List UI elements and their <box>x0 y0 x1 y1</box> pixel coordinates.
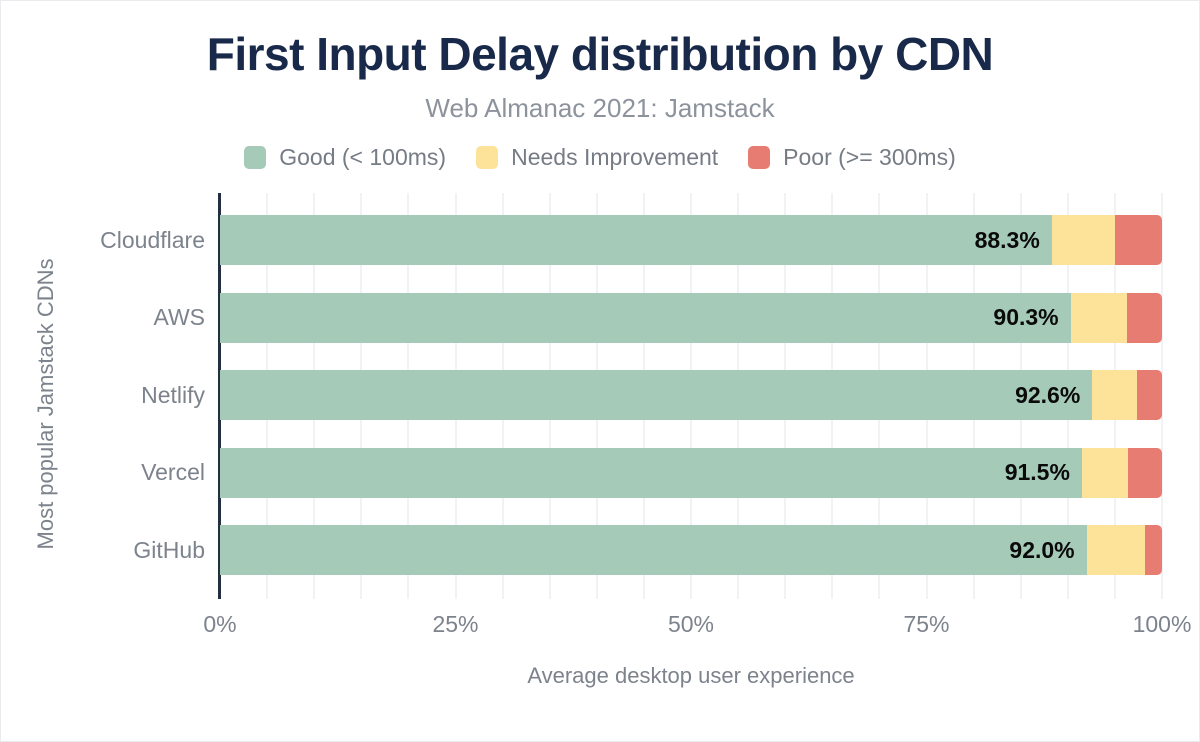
bar-row-github: GitHub 92.0% <box>1 525 1162 575</box>
stacked-bar: 92.0% <box>220 525 1162 575</box>
x-tick-label: 50% <box>667 611 715 637</box>
stacked-bar: 90.3% <box>220 292 1162 343</box>
x-tick-label: 25% <box>432 611 479 637</box>
stacked-bar: 91.5% <box>220 447 1162 498</box>
chart-title: First Input Delay distribution by CDN <box>206 28 994 80</box>
stacked-bar: 88.3% <box>220 215 1162 265</box>
legend: Good (< 100ms) Needs Improvement Poor (>… <box>1 144 1199 171</box>
legend-label-needs-improvement: Needs Improvement <box>511 144 719 170</box>
bar-segment-poor <box>1127 292 1162 343</box>
legend-label-good: Good (< 100ms) <box>279 144 447 170</box>
bar-row-cloudflare: Cloudflare 88.3% <box>1 215 1162 265</box>
bar-segment-needs-improvement <box>1092 370 1138 420</box>
bar-row-vercel: Vercel 91.5% <box>1 447 1162 498</box>
bar-segment-needs-improvement <box>1081 447 1129 498</box>
bar-segment-poor <box>1114 215 1162 265</box>
bar-segment-good: 91.5% <box>220 447 1082 498</box>
category-label: AWS <box>153 304 205 330</box>
category-label: GitHub <box>133 536 205 563</box>
bar-row-aws: AWS 90.3% <box>1 292 1162 343</box>
y-axis-line <box>218 193 221 599</box>
x-tick-label: 100% <box>1132 611 1192 637</box>
bar-value-label: 90.3% <box>993 304 1059 330</box>
bar-segment-needs-improvement <box>1051 215 1115 265</box>
bar-segment-poor <box>1137 370 1162 420</box>
y-axis-title: Most popular Jamstack CDNs <box>33 258 58 550</box>
bar-segment-good: 88.3% <box>220 215 1052 265</box>
bar-segment-poor <box>1128 447 1162 498</box>
x-tick-label: 0% <box>203 611 237 637</box>
bar-value-label: 91.5% <box>1004 459 1070 485</box>
plot-area: Cloudflare 88.3% AWS 90.3% Netlify 92.6% Verce… <box>1 193 1199 599</box>
category-label: Vercel <box>141 459 205 485</box>
gridline <box>1161 193 1163 599</box>
bar-row-netlify: Netlify 92.6% <box>1 370 1162 420</box>
category-label: Netlify <box>141 381 205 408</box>
bar-segment-needs-improvement <box>1086 525 1146 575</box>
stacked-bar: 92.6% <box>220 370 1162 420</box>
bar-rows: Cloudflare 88.3% AWS 90.3% Netlify 92.6% Verce… <box>1 193 1162 599</box>
legend-label-poor: Poor (>= 300ms) <box>783 144 956 170</box>
bar-value-label: 92.0% <box>1009 536 1075 563</box>
legend-item-poor: Poor (>= 300ms) <box>748 144 956 171</box>
x-axis-ticks: 0% 25% 50% 75% 100% <box>203 599 1191 641</box>
bar-segment-good: 92.0% <box>220 525 1087 575</box>
category-label: Cloudflare <box>100 226 205 253</box>
bar-segment-good: 90.3% <box>220 292 1071 343</box>
bar-segment-needs-improvement <box>1070 292 1128 343</box>
chart-subtitle: Web Almanac 2021: Jamstack <box>425 93 775 123</box>
bar-segment-poor <box>1145 525 1162 575</box>
x-tick-label: 75% <box>903 611 950 637</box>
x-axis-title: Average desktop user experience <box>527 663 855 688</box>
legend-item-good: Good (< 100ms) <box>244 144 446 171</box>
legend-swatch-poor-icon <box>748 146 771 169</box>
legend-swatch-good-icon <box>244 146 267 169</box>
bar-segment-good: 92.6% <box>220 370 1093 420</box>
legend-item-needs-improvement: Needs Improvement <box>476 144 718 171</box>
bar-value-label: 88.3% <box>974 226 1040 253</box>
bar-value-label: 92.6% <box>1015 381 1081 408</box>
legend-swatch-needs-improvement-icon <box>476 146 499 169</box>
